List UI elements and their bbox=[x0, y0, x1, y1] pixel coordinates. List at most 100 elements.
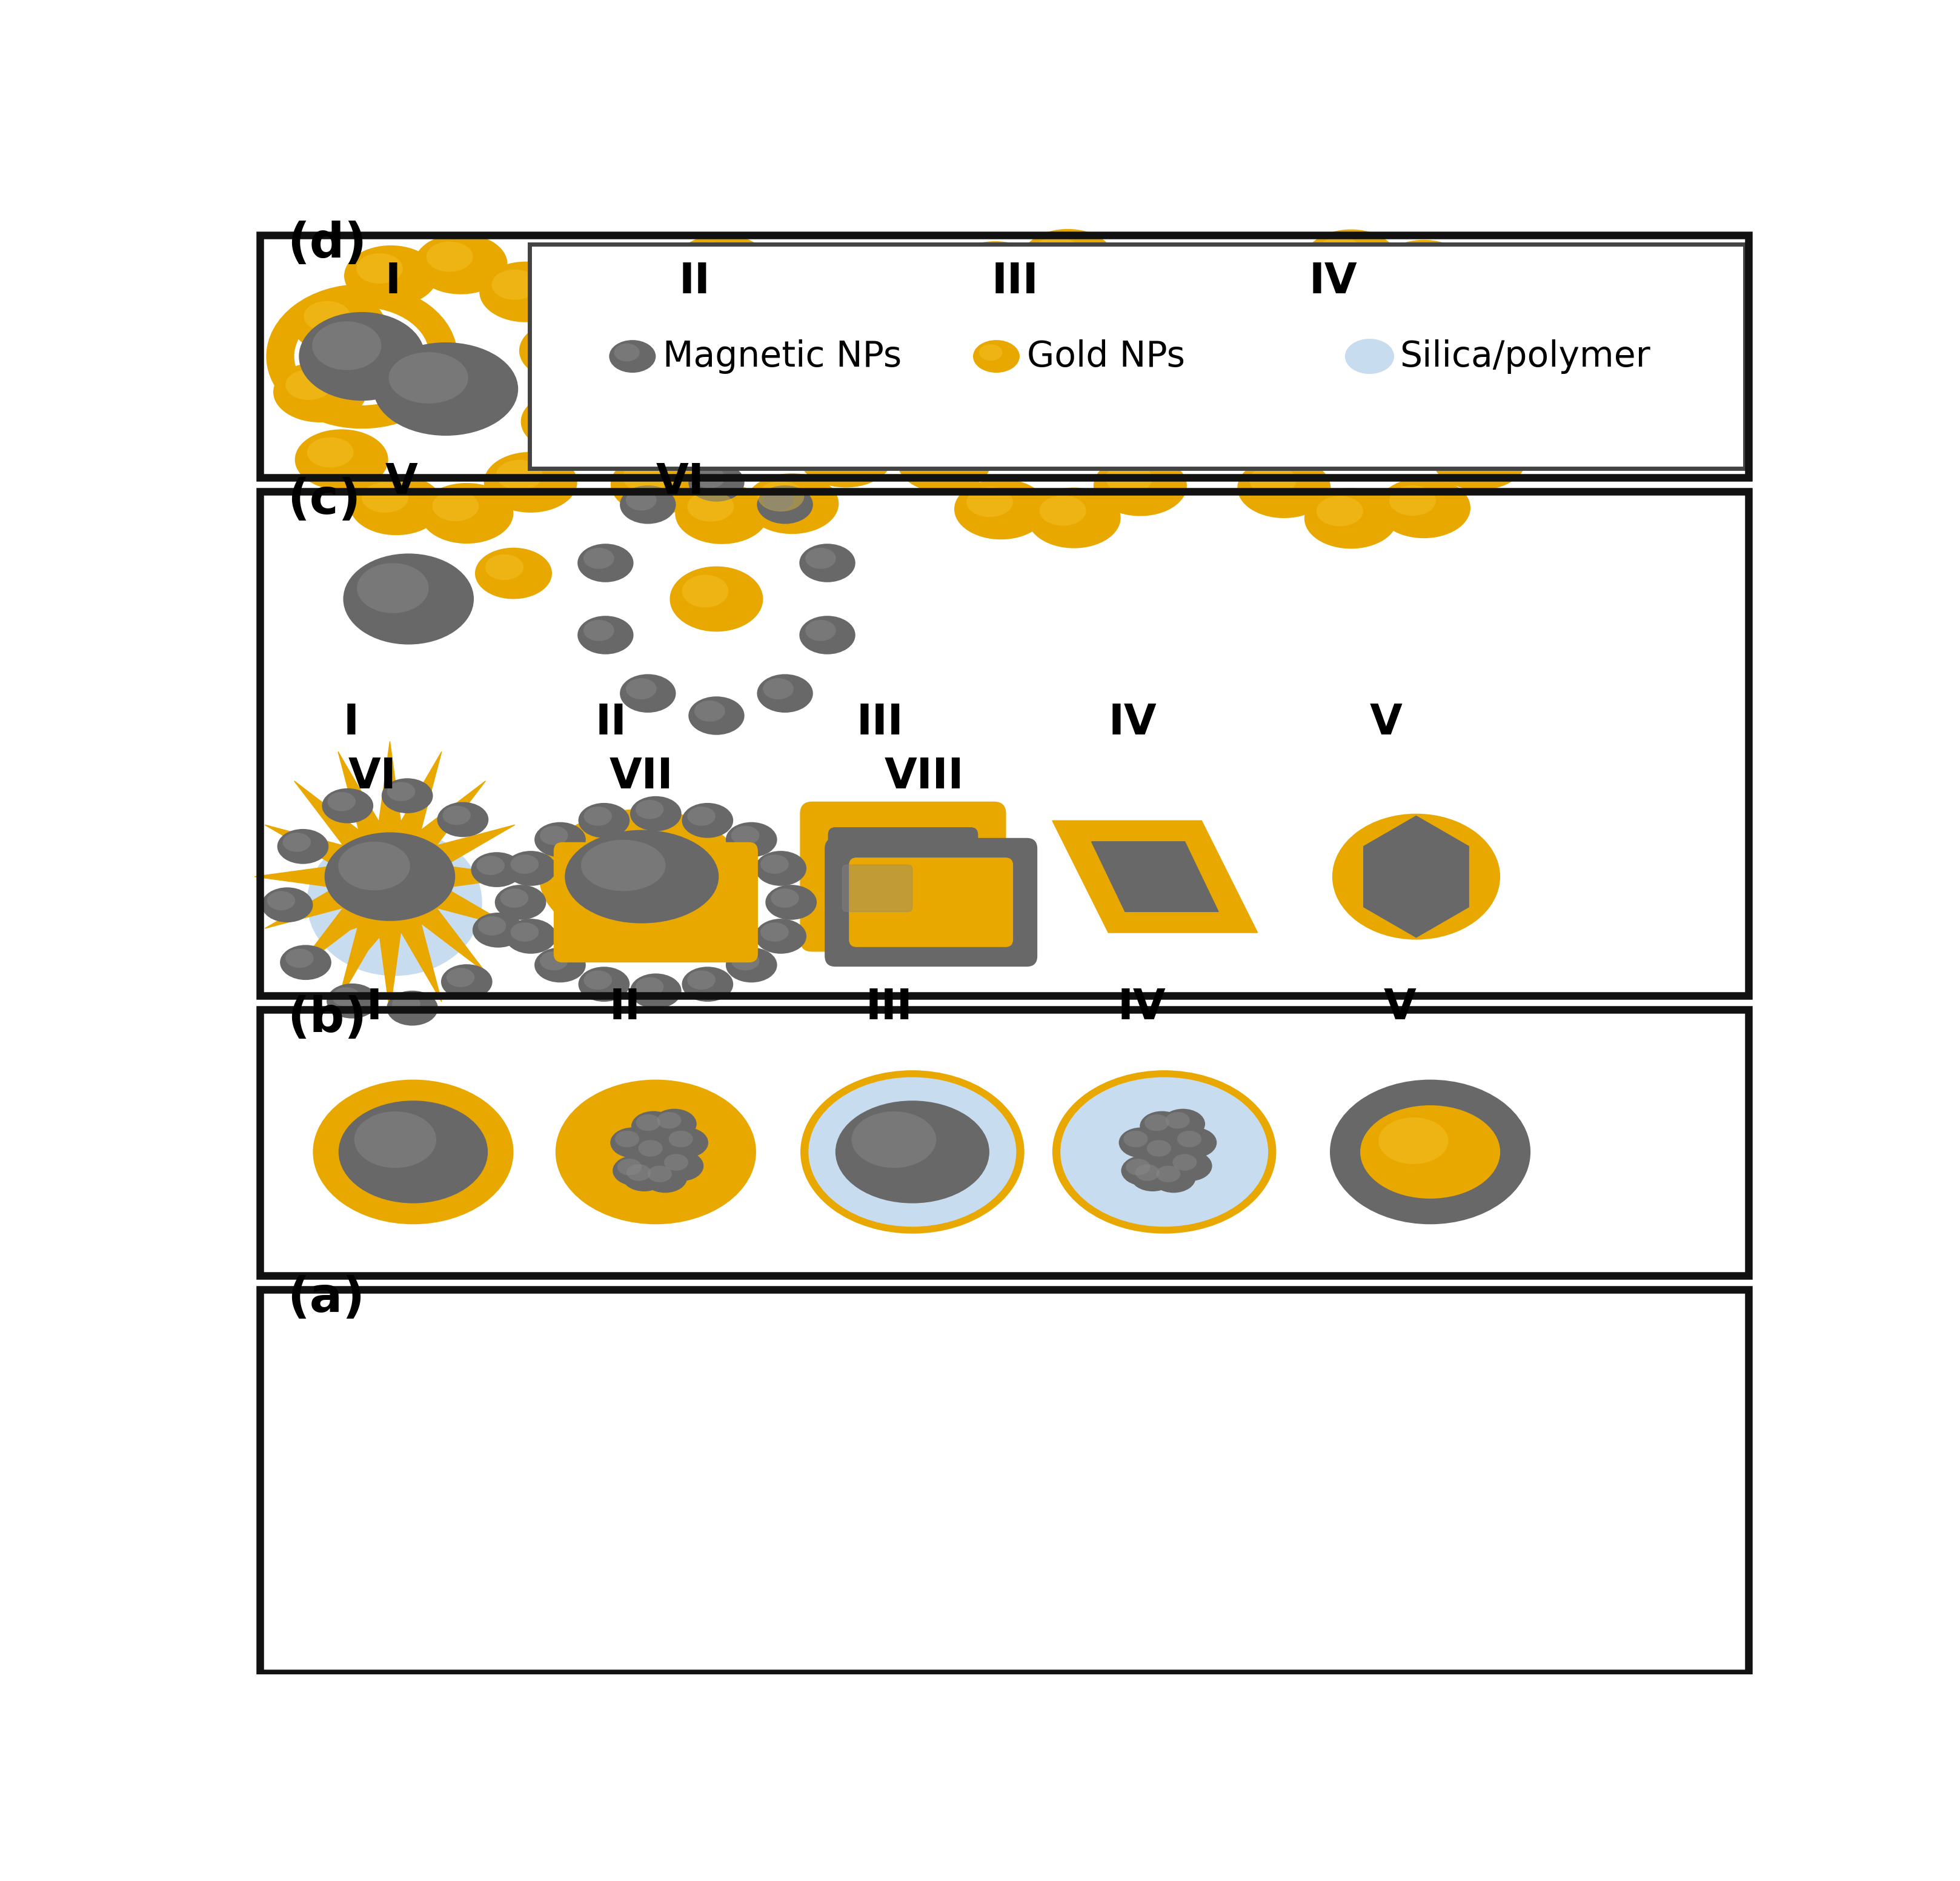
Ellipse shape bbox=[578, 544, 633, 583]
Ellipse shape bbox=[1039, 495, 1086, 527]
Ellipse shape bbox=[627, 1164, 651, 1181]
Text: IV: IV bbox=[1117, 988, 1166, 1027]
Polygon shape bbox=[1053, 820, 1258, 933]
Ellipse shape bbox=[474, 547, 553, 598]
Ellipse shape bbox=[735, 333, 786, 371]
Ellipse shape bbox=[312, 322, 382, 371]
Ellipse shape bbox=[806, 547, 837, 568]
Ellipse shape bbox=[1143, 1136, 1186, 1166]
Ellipse shape bbox=[664, 1153, 688, 1170]
Ellipse shape bbox=[635, 799, 664, 818]
Ellipse shape bbox=[572, 324, 666, 384]
Ellipse shape bbox=[670, 566, 762, 632]
Ellipse shape bbox=[1303, 229, 1397, 290]
Ellipse shape bbox=[653, 1108, 696, 1140]
Ellipse shape bbox=[1317, 237, 1362, 267]
Text: Gold NPs: Gold NPs bbox=[1027, 339, 1184, 374]
Text: II: II bbox=[610, 988, 641, 1027]
Ellipse shape bbox=[531, 327, 578, 359]
Ellipse shape bbox=[960, 248, 1007, 280]
Ellipse shape bbox=[888, 371, 933, 401]
Ellipse shape bbox=[621, 1161, 666, 1191]
Ellipse shape bbox=[286, 948, 314, 969]
Ellipse shape bbox=[1313, 359, 1366, 395]
Ellipse shape bbox=[613, 1155, 657, 1185]
Ellipse shape bbox=[1033, 237, 1080, 267]
Ellipse shape bbox=[725, 948, 776, 982]
Ellipse shape bbox=[1390, 248, 1437, 278]
Ellipse shape bbox=[584, 971, 612, 989]
Ellipse shape bbox=[819, 359, 911, 419]
Text: (b): (b) bbox=[288, 995, 367, 1042]
Ellipse shape bbox=[492, 269, 539, 299]
Ellipse shape bbox=[494, 884, 547, 920]
Ellipse shape bbox=[1172, 1127, 1217, 1159]
Ellipse shape bbox=[674, 233, 768, 295]
Ellipse shape bbox=[1454, 359, 1546, 419]
Ellipse shape bbox=[1303, 487, 1397, 549]
Ellipse shape bbox=[1053, 1070, 1276, 1234]
Ellipse shape bbox=[539, 826, 568, 845]
Ellipse shape bbox=[719, 374, 749, 395]
Ellipse shape bbox=[613, 344, 639, 361]
Ellipse shape bbox=[425, 241, 472, 273]
Ellipse shape bbox=[688, 463, 745, 502]
Ellipse shape bbox=[686, 391, 737, 429]
Ellipse shape bbox=[682, 967, 733, 1003]
Ellipse shape bbox=[1156, 1166, 1180, 1183]
Ellipse shape bbox=[1333, 814, 1499, 940]
Ellipse shape bbox=[610, 340, 657, 372]
Ellipse shape bbox=[1178, 1130, 1201, 1147]
Text: III: III bbox=[857, 702, 904, 743]
Ellipse shape bbox=[731, 410, 760, 429]
Ellipse shape bbox=[629, 974, 682, 1008]
Ellipse shape bbox=[955, 480, 1047, 540]
Text: VIII: VIII bbox=[884, 756, 964, 798]
Ellipse shape bbox=[760, 922, 788, 942]
Ellipse shape bbox=[1331, 1080, 1531, 1225]
Polygon shape bbox=[1092, 841, 1219, 912]
Ellipse shape bbox=[759, 482, 804, 512]
Ellipse shape bbox=[308, 830, 480, 974]
Ellipse shape bbox=[710, 337, 760, 372]
Polygon shape bbox=[255, 741, 525, 1012]
Ellipse shape bbox=[682, 803, 733, 837]
Ellipse shape bbox=[584, 331, 631, 361]
Ellipse shape bbox=[519, 320, 612, 382]
Ellipse shape bbox=[715, 340, 743, 359]
Ellipse shape bbox=[898, 433, 992, 493]
FancyBboxPatch shape bbox=[800, 801, 1005, 952]
Ellipse shape bbox=[623, 463, 670, 493]
Ellipse shape bbox=[521, 391, 613, 451]
Ellipse shape bbox=[755, 918, 806, 954]
Ellipse shape bbox=[535, 948, 586, 982]
Ellipse shape bbox=[339, 1100, 488, 1204]
Ellipse shape bbox=[659, 1151, 704, 1181]
Ellipse shape bbox=[555, 1080, 757, 1225]
Ellipse shape bbox=[682, 576, 729, 608]
Text: Silica/polymer: Silica/polymer bbox=[1399, 339, 1650, 374]
Ellipse shape bbox=[1123, 1130, 1149, 1147]
Ellipse shape bbox=[688, 696, 745, 735]
Ellipse shape bbox=[510, 922, 539, 942]
Ellipse shape bbox=[851, 1112, 937, 1168]
Ellipse shape bbox=[1102, 265, 1149, 295]
Text: I: I bbox=[343, 702, 359, 743]
Ellipse shape bbox=[684, 359, 735, 395]
Ellipse shape bbox=[745, 474, 839, 534]
Ellipse shape bbox=[1121, 1155, 1166, 1185]
Ellipse shape bbox=[1147, 1140, 1172, 1157]
Ellipse shape bbox=[1172, 1153, 1198, 1170]
Ellipse shape bbox=[1198, 322, 1292, 382]
Ellipse shape bbox=[470, 852, 523, 888]
Polygon shape bbox=[1364, 816, 1468, 937]
Ellipse shape bbox=[414, 233, 508, 293]
Ellipse shape bbox=[755, 850, 806, 886]
Text: V: V bbox=[386, 463, 417, 502]
Ellipse shape bbox=[1433, 288, 1527, 348]
Text: (a): (a) bbox=[288, 1275, 365, 1322]
Ellipse shape bbox=[1390, 485, 1437, 515]
Ellipse shape bbox=[643, 1162, 688, 1193]
Ellipse shape bbox=[1343, 371, 1396, 406]
Ellipse shape bbox=[770, 888, 800, 909]
